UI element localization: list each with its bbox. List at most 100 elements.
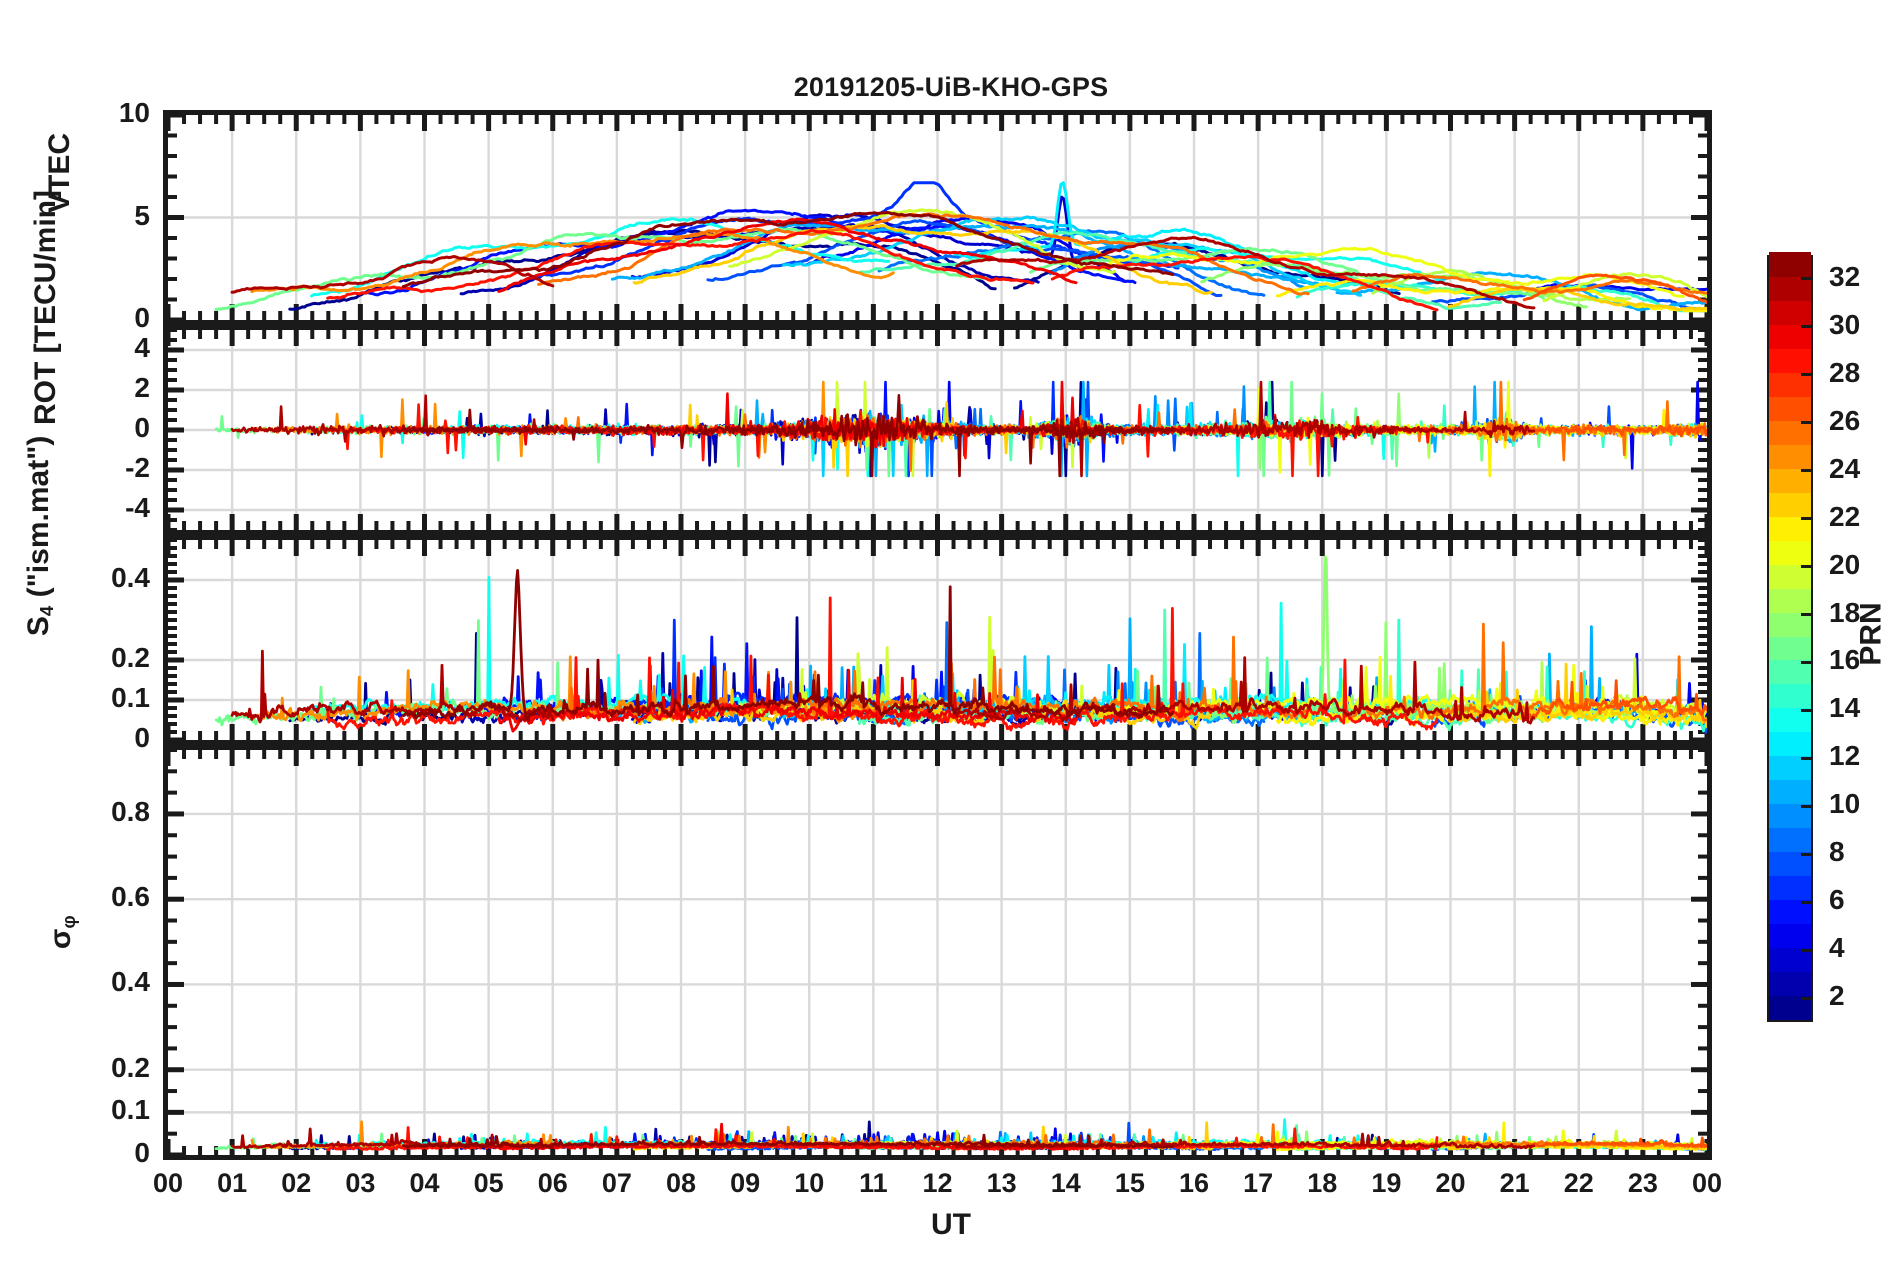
x-tick-label-1: 01: [217, 1168, 248, 1198]
colorbar-band: [1769, 443, 1811, 469]
colorbar-tick-mark: [1801, 517, 1813, 521]
colorbar-band: [1769, 683, 1811, 709]
x-tick-label-21: 21: [1499, 1168, 1530, 1198]
x-tick-label-10: 10: [794, 1168, 825, 1198]
y-tick-label-s4-3: 0.4: [111, 562, 150, 593]
x-tick-label-12: 12: [922, 1168, 953, 1198]
colorbar-tick-label-26: 26: [1829, 404, 1861, 436]
colorbar-tick-label-4: 4: [1829, 932, 1845, 964]
colorbar-tick-label-20: 20: [1829, 548, 1861, 580]
y-tick-label-sigma_phi-3: 0.4: [111, 966, 150, 998]
colorbar-tick-label-12: 12: [1829, 740, 1861, 772]
x-tick-label-8: 08: [665, 1168, 697, 1198]
colorbar-tick-mark: [1801, 373, 1813, 377]
x-tick-label-20: 20: [1435, 1168, 1466, 1198]
y-tick-label-rot-0: -4: [125, 492, 150, 523]
colorbar-band: [1769, 875, 1811, 901]
colorbar-tick-mark: [1801, 852, 1813, 856]
colorbar-band: [1769, 923, 1811, 949]
colorbar-tick-label-10: 10: [1829, 788, 1861, 820]
colorbar-tick-label-30: 30: [1829, 308, 1861, 340]
colorbar-band: [1769, 396, 1811, 421]
x-tick-label-7: 07: [601, 1168, 632, 1198]
x-tick-label-2: 02: [281, 1168, 312, 1198]
x-tick-label-19: 19: [1371, 1168, 1402, 1198]
colorbar-tick-mark: [1801, 900, 1813, 904]
y-tick-label-vtec-1: 5: [134, 199, 150, 231]
colorbar-tick-label-22: 22: [1829, 500, 1861, 532]
y-tick-label-sigma_phi-4: 0.6: [111, 881, 150, 913]
y-tick-label-vtec-0: 0: [134, 302, 150, 333]
colorbar-tick-mark: [1801, 421, 1813, 425]
colorbar-band: [1769, 971, 1811, 997]
y-tick-label-sigma_phi-5: 0.8: [111, 795, 150, 827]
colorbar-band: [1769, 779, 1811, 805]
colorbar-band: [1769, 491, 1811, 517]
x-tick-label-5: 05: [473, 1168, 504, 1198]
colorbar-tick-mark: [1801, 277, 1813, 281]
x-tick-label-11: 11: [859, 1168, 888, 1198]
panel-s4: [163, 535, 1712, 745]
colorbar-tick-mark: [1801, 756, 1813, 760]
y-tick-label-rot-3: 2: [134, 372, 150, 403]
x-tick-label-23: 23: [1627, 1168, 1658, 1198]
colorbar-band: [1769, 252, 1811, 277]
colorbar-tick-mark: [1801, 325, 1813, 329]
x-tick-label-13: 13: [986, 1168, 1017, 1198]
x-tick-label-22: 22: [1563, 1168, 1594, 1198]
colorbar-band: [1769, 587, 1811, 613]
page-title: 20191205-UiB-KHO-GPS: [793, 72, 1109, 102]
colorbar-tick-label-8: 8: [1829, 836, 1845, 868]
x-tick-label-4: 04: [409, 1168, 440, 1198]
colorbar-tick-label-32: 32: [1829, 260, 1861, 292]
colorbar-tick-mark: [1801, 804, 1813, 808]
y-tick-label-sigma_phi-1: 0.1: [111, 1094, 150, 1126]
colorbar-tick-label-16: 16: [1829, 644, 1861, 676]
colorbar-tick-mark: [1801, 565, 1813, 569]
y-tick-label-s4-1: 0.1: [111, 682, 150, 713]
x-tick-label-6: 06: [537, 1168, 568, 1198]
x-tick-label-0: 00: [152, 1168, 184, 1198]
colorbar-band: [1769, 827, 1811, 853]
colorbar-tick-label-24: 24: [1829, 452, 1861, 484]
colorbar-tick-label-18: 18: [1829, 596, 1861, 628]
colorbar-tick-mark: [1801, 948, 1813, 952]
x-tick-label-18: 18: [1307, 1168, 1338, 1198]
colorbar-tick-mark: [1801, 708, 1813, 712]
colorbar-band: [1769, 300, 1811, 325]
colorbar-band: [1769, 731, 1811, 757]
panel-rot: [163, 325, 1712, 535]
colorbar-tick-mark: [1801, 996, 1813, 1000]
y-tick-label-s4-2: 0.2: [111, 642, 150, 673]
y-tick-label-rot-4: 4: [134, 332, 150, 363]
x-tick-label-17: 17: [1243, 1168, 1274, 1198]
colorbar-band: [1769, 539, 1811, 565]
y-tick-label-sigma_phi-2: 0.2: [111, 1051, 150, 1083]
y-tick-label-rot-2: 0: [134, 412, 150, 443]
x-tick-label-16: 16: [1178, 1168, 1210, 1198]
y-tick-label-vtec-2: 10: [118, 97, 150, 128]
y-tick-label-s4-0: 0: [134, 722, 150, 753]
colorbar-tick-mark: [1801, 613, 1813, 617]
colorbar-prn[interactable]: [1767, 252, 1813, 1022]
axis-title-ut: UT: [931, 1208, 971, 1241]
colorbar-tick-mark: [1801, 660, 1813, 664]
x-tick-label-14: 14: [1050, 1168, 1081, 1198]
panel-vtec: [163, 110, 1712, 325]
colorbar-title: PRN: [1854, 601, 1888, 666]
x-tick-label-15: 15: [1114, 1168, 1145, 1198]
panel-sigma-phi: [163, 745, 1712, 1160]
colorbar-tick-label-14: 14: [1829, 692, 1861, 724]
colorbar-tick-label-2: 2: [1829, 980, 1845, 1012]
x-tick-label-3: 03: [345, 1168, 376, 1198]
colorbar-tick-label-28: 28: [1829, 356, 1861, 388]
x-tick-label-9: 09: [730, 1168, 761, 1198]
y-tick-label-sigma_phi-0: 0: [134, 1137, 150, 1168]
colorbar-band: [1769, 635, 1811, 661]
x-tick-label-24: 00: [1691, 1168, 1723, 1198]
colorbar-tick-mark: [1801, 469, 1813, 473]
colorbar-band: [1769, 348, 1811, 373]
y-tick-label-rot-1: -2: [125, 452, 150, 483]
colorbar-tick-label-6: 6: [1829, 884, 1845, 916]
